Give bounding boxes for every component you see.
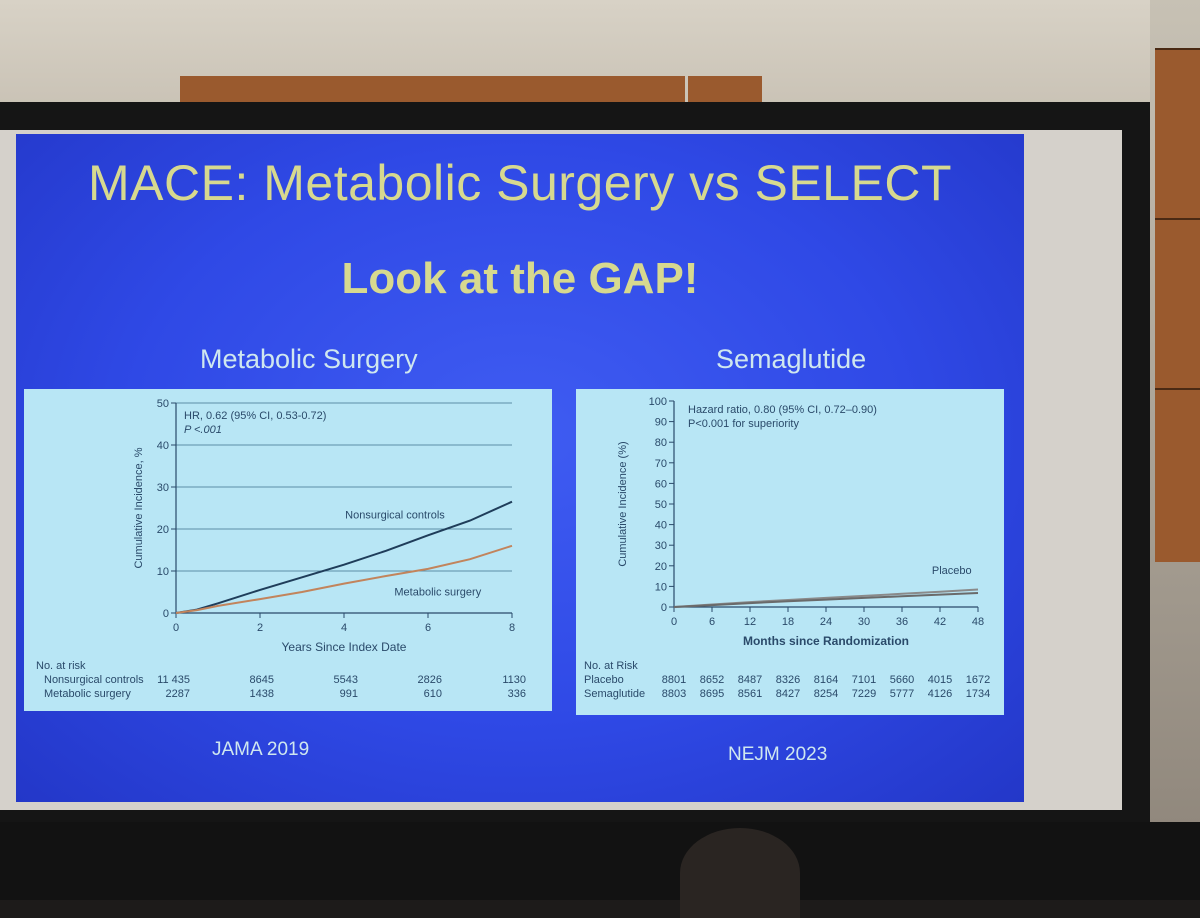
series-label: Placebo [932,565,972,577]
risk-table-row-label: Nonsurgical controls [44,674,144,686]
x-tick-label: 2 [257,622,263,634]
x-tick-label: 0 [671,616,677,628]
right-citation: NEJM 2023 [728,744,828,765]
wood-panel [1155,218,1200,388]
risk-table-value: 5543 [334,674,358,686]
audience-head [680,828,800,918]
risk-table-row-label: Placebo [584,674,624,686]
risk-table-value: 2287 [166,688,190,700]
x-tick-label: 4 [341,622,347,634]
y-tick-label: 10 [157,566,169,578]
hazard-ratio-annotation: P<0.001 for superiority [688,418,799,430]
risk-table-value: 5660 [890,674,914,686]
risk-table-value: 8645 [250,674,274,686]
risk-table-value: 1130 [502,674,526,686]
y-tick-label: 30 [655,540,667,552]
left-citation: JAMA 2019 [212,739,310,760]
risk-table-value: 8652 [700,674,724,686]
y-tick-label: 30 [157,482,169,494]
wood-panel [1155,388,1200,562]
risk-table-value: 1734 [966,688,990,700]
risk-table-value: 610 [424,688,442,700]
audience-area [0,822,1200,900]
y-tick-label: 0 [661,602,667,614]
semaglutide-chart: 0 10 20 30 40 50 60 70 80 90 100 0 6 12 18 24 30 36 42 48 Cu… [576,389,1004,715]
risk-table-value: 4015 [928,674,952,686]
left-panel-title: Metabolic Surgery [200,344,418,374]
y-tick-label: 20 [655,561,667,573]
y-axis-label: Cumulative Incidence (%) [617,441,629,566]
right-panel-title: Semaglutide [716,344,867,374]
wood-panel [1155,48,1200,218]
y-tick-label: 60 [655,478,667,490]
hazard-ratio-annotation: P <.001 [184,424,222,436]
y-tick-label: 70 [655,458,667,470]
series-line-nonsurgical-controls [175,500,513,614]
risk-table-row-label: Semaglutide [584,688,645,700]
y-tick-label: 10 [655,581,667,593]
risk-table-value: 4126 [928,688,952,700]
hazard-ratio-annotation: HR, 0.62 (95% CI, 0.53-0.72) [184,410,326,422]
y-tick-label: 50 [655,499,667,511]
y-tick-label: 40 [655,520,667,532]
risk-table-value: 7101 [852,674,876,686]
risk-table-value: 2826 [418,674,442,686]
risk-table-value: 991 [340,688,358,700]
y-tick-label: 90 [655,417,667,429]
x-tick-label: 18 [782,616,794,628]
surgery-chart: 0 10 20 30 40 50 0 2 4 6 8 Cumulative Incidence, % Y… [24,389,552,711]
x-tick-label: 6 [709,616,715,628]
risk-table-header: No. at risk [36,660,86,672]
x-tick-label: 42 [934,616,946,628]
risk-table-value: 7229 [852,688,876,700]
y-axis-label: Cumulative Incidence, % [133,447,145,568]
risk-table-value: 8801 [662,674,686,686]
x-tick-label: 48 [972,616,984,628]
y-tick-label: 40 [157,440,169,452]
slide-subtitle: Look at the GAP! [341,254,699,303]
risk-table-header: No. at Risk [584,660,638,672]
risk-table-value: 8326 [776,674,800,686]
risk-table-row-label: Metabolic surgery [44,688,131,700]
series-label: Metabolic surgery [394,586,481,598]
y-tick-label: 0 [163,608,169,620]
x-tick-label: 30 [858,616,870,628]
x-tick-label: 24 [820,616,832,628]
risk-table-value: 8427 [776,688,800,700]
x-tick-label: 12 [744,616,756,628]
semaglutide-chart-svg: 0 10 20 30 40 50 60 70 80 90 100 0 6 12 18 24 30 36 42 48 Cu… [584,396,990,700]
x-tick-label: 6 [425,622,431,634]
series-line-semaglutide [673,592,979,608]
risk-table-value: 11 435 [157,674,190,686]
risk-table-value: 8254 [814,688,838,700]
risk-table-value: 8561 [738,688,762,700]
x-tick-label: 36 [896,616,908,628]
x-tick-label: 0 [173,622,179,634]
risk-table-value: 8164 [814,674,838,686]
series-line-metabolic-surgery [175,544,513,614]
y-tick-label: 80 [655,437,667,449]
risk-table-value: 8487 [738,674,762,686]
y-tick-label: 20 [157,524,169,536]
risk-table-value: 8695 [700,688,724,700]
hazard-ratio-annotation: Hazard ratio, 0.80 (95% CI, 0.72–0.90) [688,404,877,416]
x-axis-label: Years Since Index Date [282,640,407,654]
risk-table-value: 5777 [890,688,914,700]
slide-title: MACE: Metabolic Surgery vs SELECT [88,155,952,211]
surgery-chart-svg: 0 10 20 30 40 50 0 2 4 6 8 Cumulative Incidence, % Y… [36,398,526,700]
risk-table-value: 1672 [966,674,990,686]
risk-table-value: 1438 [250,688,274,700]
x-tick-label: 8 [509,622,515,634]
y-tick-label: 100 [649,396,667,408]
y-tick-label: 50 [157,398,169,410]
series-label: Nonsurgical controls [345,510,445,522]
presentation-slide: MACE: Metabolic Surgery vs SELECT Look a… [16,134,1024,802]
risk-table-value: 336 [508,688,526,700]
x-axis-label: Months since Randomization [743,634,909,648]
risk-table-value: 8803 [662,688,686,700]
